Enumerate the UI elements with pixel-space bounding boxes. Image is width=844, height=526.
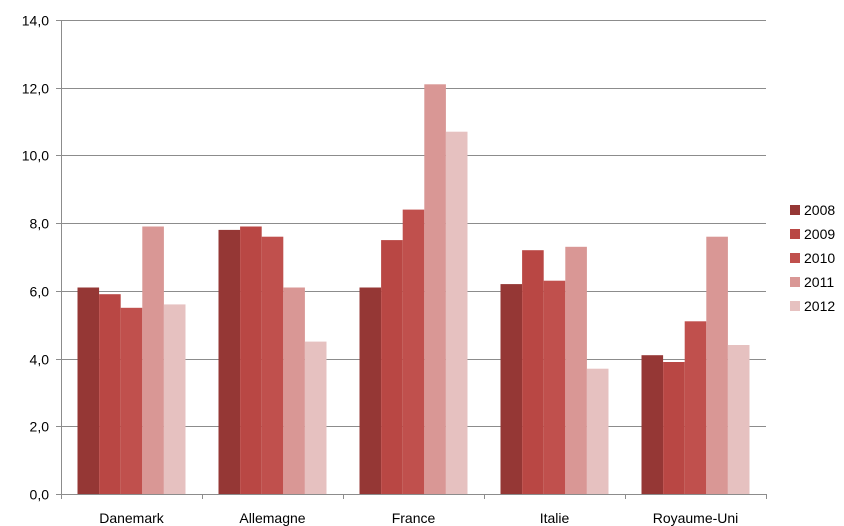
bar-2008-france xyxy=(359,287,382,494)
legend-label: 2009 xyxy=(804,226,835,242)
y-tick-label: 2,0 xyxy=(30,419,50,435)
bar-2010-allemagne xyxy=(261,236,284,494)
x-axis: Danemark Allemagne France Italie Royaume-Uni xyxy=(61,494,767,526)
legend-label: 2012 xyxy=(804,298,835,314)
y-axis: 0,0 2,0 4,0 6,0 8,0 10,0 12,0 14,0 xyxy=(22,13,62,503)
bar-2010-france xyxy=(402,209,425,494)
bar-2011-italie xyxy=(565,246,587,494)
legend: 2008 2009 2010 2011 2012 xyxy=(790,202,835,314)
bar-2012-italie xyxy=(586,368,609,494)
y-tick-label: 4,0 xyxy=(30,352,50,368)
bar-2011-royaume-uni xyxy=(706,236,728,494)
y-tick-label: 12,0 xyxy=(22,81,49,97)
x-category-label: Italie xyxy=(540,510,570,526)
bar-2010-italie xyxy=(543,280,566,494)
x-category-label: France xyxy=(392,510,436,526)
x-category-label: Danemark xyxy=(99,510,165,526)
legend-swatch xyxy=(790,253,800,263)
bar-2009-italie xyxy=(522,250,544,494)
bar-2009-royaume-uni xyxy=(663,362,685,494)
y-tick-label: 10,0 xyxy=(22,148,49,164)
bar-2008-danemark xyxy=(77,287,100,494)
bar-2009-danemark xyxy=(99,294,121,494)
legend-swatch xyxy=(790,229,800,239)
bar-2008-royaume-uni xyxy=(641,355,664,494)
y-tick-label: 14,0 xyxy=(22,13,49,29)
legend-label: 2011 xyxy=(804,274,834,290)
bar-2009-allemagne xyxy=(240,226,262,494)
bar-2012-allemagne xyxy=(304,341,327,494)
bar-2012-royaume-uni xyxy=(727,345,750,494)
legend-swatch xyxy=(790,205,800,215)
y-tick-label: 8,0 xyxy=(30,216,50,232)
bar-2011-france xyxy=(424,84,446,495)
bar-2008-allemagne xyxy=(218,229,241,494)
x-category-label: Royaume-Uni xyxy=(653,510,739,526)
x-category-label: Allemagne xyxy=(239,510,305,526)
bar-2011-danemark xyxy=(142,226,164,494)
bar-2012-france xyxy=(445,131,468,494)
bars xyxy=(77,84,750,495)
bar-2012-danemark xyxy=(163,304,186,494)
bar-2008-italie xyxy=(500,284,523,494)
bar-2010-royaume-uni xyxy=(684,321,707,494)
legend-label: 2008 xyxy=(804,202,835,218)
y-tick-label: 6,0 xyxy=(30,284,50,300)
bar-2010-danemark xyxy=(120,307,143,494)
bar-2009-france xyxy=(381,240,403,494)
legend-swatch xyxy=(790,277,800,287)
bar-2011-allemagne xyxy=(283,287,305,494)
legend-label: 2010 xyxy=(804,250,835,266)
y-tick-label: 0,0 xyxy=(30,487,50,503)
legend-swatch xyxy=(790,301,800,311)
